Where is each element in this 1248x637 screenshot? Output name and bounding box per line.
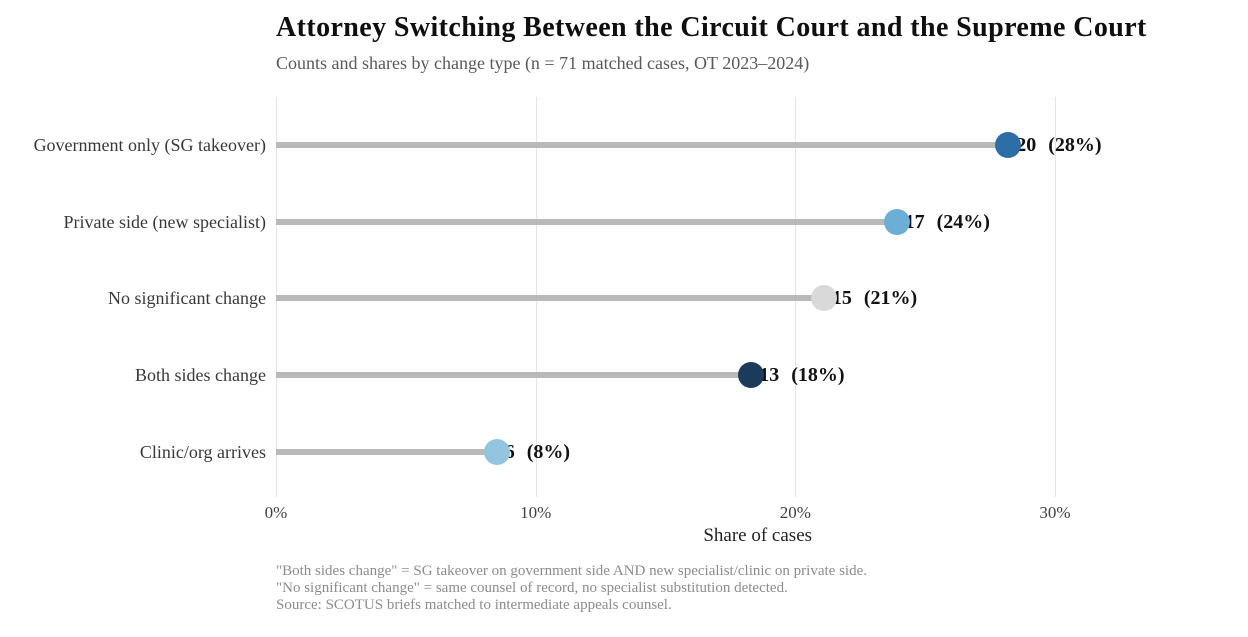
data-point-dot[interactable]	[738, 362, 765, 388]
lollipop-stem	[276, 449, 497, 455]
value-label: 6 (8%)	[505, 438, 570, 466]
x-tick-0pct: 0%	[264, 503, 288, 522]
footnote-line-3: Source: SCOTUS briefs matched to interme…	[276, 597, 672, 613]
data-point-dot[interactable]	[883, 209, 910, 235]
count-value: 6	[504, 441, 515, 463]
footnote-line-1: "Both sides change" = SG takeover on gov…	[276, 563, 867, 579]
count-value: 20	[1016, 134, 1037, 156]
value-label: 17 (24%)	[905, 208, 990, 236]
category-label: Private side (new specialist)	[63, 212, 266, 232]
value-label: 15 (21%)	[832, 284, 917, 312]
gridline-30pct	[1055, 97, 1056, 497]
count-value: 17	[904, 211, 925, 233]
count-value: 13	[759, 364, 780, 386]
value-label: 13 (18%)	[759, 361, 844, 389]
category-label: No significant change	[108, 288, 266, 308]
share-value: (28%)	[1048, 134, 1102, 156]
x-axis-label: Share of cases	[703, 525, 813, 546]
category-label: Both sides change	[135, 365, 266, 385]
category-label: Clinic/org arrives	[139, 442, 266, 462]
share-value: (18%)	[791, 364, 845, 386]
lollipop-stem	[276, 219, 897, 225]
data-point-dot[interactable]	[810, 285, 837, 311]
data-point-dot[interactable]	[995, 132, 1022, 158]
chart-title: Attorney Switching Between the Circuit C…	[276, 12, 1147, 43]
lollipop-stem	[276, 142, 1009, 148]
count-value: 15	[831, 287, 852, 309]
share-value: (8%)	[526, 441, 571, 463]
share-value: (21%)	[863, 287, 918, 309]
x-tick-20pct: 20%	[779, 503, 811, 522]
lollipop-stem	[276, 295, 824, 301]
data-point-dot[interactable]	[483, 439, 510, 465]
value-label: 20 (28%)	[1016, 131, 1101, 159]
lollipop-stem	[276, 372, 752, 378]
share-value: (24%)	[936, 211, 990, 233]
category-label: Government only (SG takeover)	[33, 135, 266, 155]
x-tick-10pct: 10%	[520, 503, 552, 522]
footnote-line-2: "No significant change" = same counsel o…	[276, 580, 788, 596]
x-tick-30pct: 30%	[1039, 503, 1071, 522]
chart-subtitle: Counts and shares by change type (n = 71…	[276, 53, 810, 73]
